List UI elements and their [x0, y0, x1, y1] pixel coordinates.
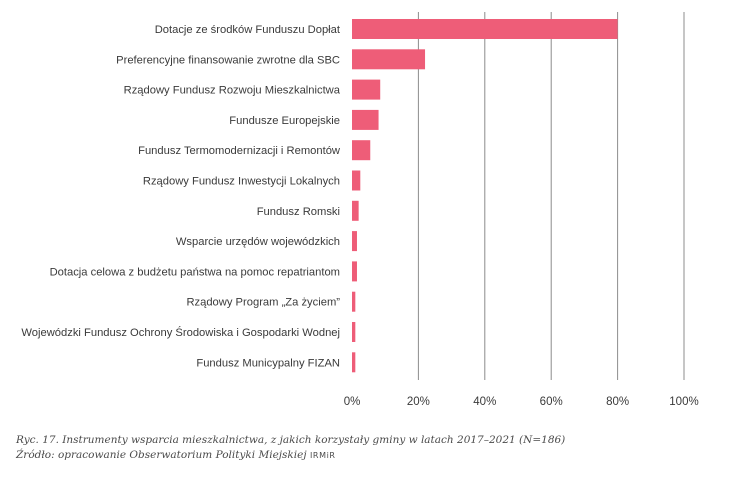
category-label-11: Fundusz Municypalny FIZAN: [196, 357, 340, 369]
bar-1: [352, 49, 426, 70]
bar-9: [352, 291, 356, 312]
x-tick-label: 0%: [344, 396, 361, 408]
bars: [352, 19, 618, 373]
figure-caption: Ryc. 17. Instrumenty wsparcia mieszkalni…: [16, 434, 566, 446]
bar-chart: Dotacje ze środków Funduszu Dopłat Prefer…: [21, 12, 699, 408]
bar-10: [352, 322, 356, 342]
bar-8: [352, 261, 357, 282]
irmir-logo: IRMiR: [309, 451, 336, 460]
x-tick-label: 40%: [473, 396, 496, 408]
category-label-10: Wojewódzki Fundusz Ochrony Środowiska i …: [21, 326, 340, 339]
bar-5: [352, 170, 361, 191]
category-label-7: Wsparcie urzędów wojewódzkich: [176, 236, 340, 248]
x-tick-label: 80%: [606, 396, 629, 408]
bar-2: [352, 79, 381, 100]
category-label-3: Fundusze Europejskie: [229, 115, 340, 127]
category-label-9: Rządowy Program „Za życiem”: [186, 297, 340, 309]
x-tick-label: 60%: [540, 396, 563, 408]
category-label-4: Fundusz Termomodernizacji i Remontów: [138, 145, 341, 157]
x-axis-ticks: 0% 20% 40% 60% 80% 100%: [344, 396, 699, 408]
x-tick-label: 20%: [407, 396, 430, 408]
category-label-1: Preferencyjne finansowanie zwrotne dla S…: [116, 54, 340, 66]
bar-0: [352, 19, 618, 39]
category-labels: Dotacje ze środków Funduszu Dopłat Prefer…: [21, 24, 340, 369]
bar-3: [352, 109, 379, 130]
category-label-5: Rządowy Fundusz Inwestycji Lokalnych: [143, 176, 340, 188]
bar-4: [352, 140, 371, 161]
category-label-8: Dotacja celowa z budżetu państwa na pomo…: [50, 266, 340, 278]
bar-7: [352, 231, 357, 252]
category-label-2: Rządowy Fundusz Rozwoju Mieszkalnictwa: [124, 85, 341, 97]
source-text: Źródło: opracowanie Obserwatorium Polity…: [16, 449, 307, 461]
bar-6: [352, 200, 359, 221]
x-tick-label: 100%: [669, 396, 698, 408]
figure-source: Źródło: opracowanie Obserwatorium Polity…: [16, 449, 336, 461]
bar-11: [352, 352, 356, 373]
category-label-6: Fundusz Romski: [257, 206, 340, 218]
category-label-0: Dotacje ze środków Funduszu Dopłat: [155, 24, 341, 36]
grid-lines: [417, 12, 685, 380]
